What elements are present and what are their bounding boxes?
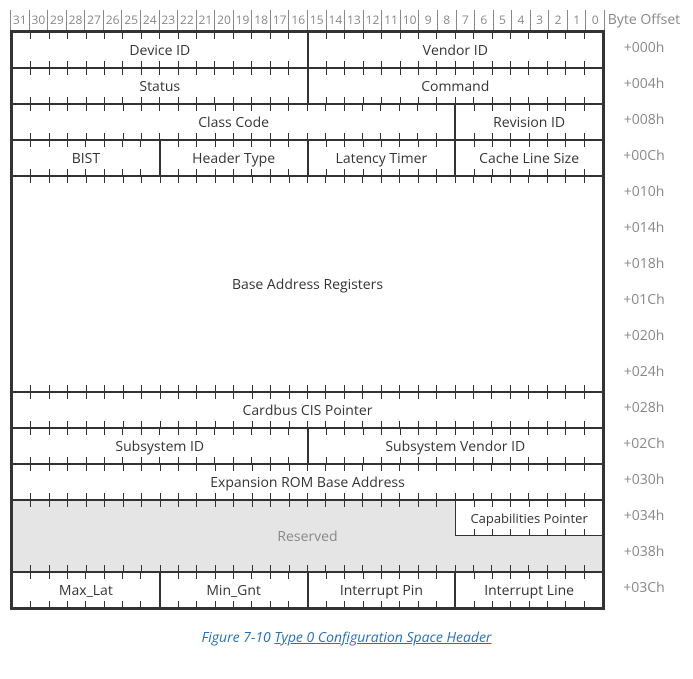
figure-wrap: 3130292827262524232221201918171615141312… <box>10 10 683 647</box>
register-field: Vendor ID <box>308 32 604 68</box>
bit-index: 17 <box>270 10 289 30</box>
bit-index: 9 <box>418 10 437 30</box>
register-row: Cardbus CIS Pointer <box>12 392 603 428</box>
bit-index: 19 <box>233 10 252 30</box>
offset-label: +038h <box>605 534 683 570</box>
register-row: Expansion ROM Base Address <box>12 464 603 500</box>
offset-label: +008h <box>605 102 683 138</box>
bit-index: 11 <box>381 10 400 30</box>
offset-column: Byte Offset +000h+004h+008h+00Ch+010h+01… <box>605 10 683 610</box>
bit-index: 26 <box>103 10 122 30</box>
bit-index: 24 <box>140 10 159 30</box>
offset-label: +034h <box>605 498 683 534</box>
register-field: Max_Lat <box>12 572 160 608</box>
bit-header-row: 3130292827262524232221201918171615141312… <box>10 10 605 30</box>
bit-index: 18 <box>251 10 270 30</box>
bit-index: 16 <box>288 10 307 30</box>
register-field: Latency Timer <box>308 140 456 176</box>
offset-label: +030h <box>605 462 683 498</box>
bit-index: 13 <box>344 10 363 30</box>
bit-index: 30 <box>29 10 48 30</box>
bit-index: 22 <box>177 10 196 30</box>
register-row: Device IDVendor ID <box>12 32 603 68</box>
bit-index: 6 <box>474 10 493 30</box>
bit-index: 1 <box>567 10 586 30</box>
offset-label: +03Ch <box>605 570 683 606</box>
register-field: Interrupt Pin <box>308 572 456 608</box>
bit-index: 4 <box>511 10 530 30</box>
bit-index: 8 <box>437 10 456 30</box>
caption-prefix: Figure 7-10 <box>202 628 275 647</box>
offset-label: +024h <box>605 354 683 390</box>
register-row: Max_LatMin_GntInterrupt PinInterrupt Lin… <box>12 572 603 608</box>
bit-index: 3 <box>530 10 549 30</box>
grid-area: 3130292827262524232221201918171615141312… <box>10 10 683 610</box>
register-field: BIST <box>12 140 160 176</box>
register-field: Revision ID <box>455 104 603 140</box>
offset-label: +000h <box>605 30 683 66</box>
register-field: Status <box>12 68 308 104</box>
bit-index: 21 <box>196 10 215 30</box>
register-field: Base Address Registers <box>12 176 603 392</box>
bit-index: 27 <box>84 10 103 30</box>
register-row: StatusCommand <box>12 68 603 104</box>
bit-index: 2 <box>548 10 567 30</box>
bit-index: 29 <box>47 10 66 30</box>
register-field: Header Type <box>160 140 308 176</box>
bit-index: 15 <box>307 10 326 30</box>
bit-index: 14 <box>326 10 345 30</box>
offset-label: +02Ch <box>605 426 683 462</box>
register-row: Class CodeRevision ID <box>12 104 603 140</box>
register-row: Base Address Registers <box>12 176 603 392</box>
bit-index: 31 <box>10 10 29 30</box>
register-field: Cache Line Size <box>455 140 603 176</box>
register-field: Min_Gnt <box>160 572 308 608</box>
register-field: Command <box>308 68 604 104</box>
offset-label: +020h <box>605 318 683 354</box>
register-field: Interrupt Line <box>455 572 603 608</box>
capabilities-pointer-field: Capabilities Pointer <box>455 500 603 536</box>
caption-link[interactable]: Type 0 Configuration Space Header <box>274 628 491 647</box>
main-column: 3130292827262524232221201918171615141312… <box>10 10 605 610</box>
register-field: Expansion ROM Base Address <box>12 464 603 500</box>
bit-index: 7 <box>456 10 475 30</box>
offset-label: +01Ch <box>605 282 683 318</box>
bit-index: 0 <box>585 10 605 30</box>
bit-index: 23 <box>159 10 178 30</box>
offset-label: +018h <box>605 246 683 282</box>
register-field: Subsystem ID <box>12 428 308 464</box>
figure-caption: Figure 7-10 Type 0 Configuration Space H… <box>10 628 683 647</box>
offset-label: +00Ch <box>605 138 683 174</box>
register-row: Subsystem IDSubsystem Vendor ID <box>12 428 603 464</box>
register-field: Device ID <box>12 32 308 68</box>
register-field: Subsystem Vendor ID <box>308 428 604 464</box>
bit-index: 5 <box>493 10 512 30</box>
register-row: BISTHeader TypeLatency TimerCache Line S… <box>12 140 603 176</box>
bit-index: 28 <box>66 10 85 30</box>
offset-label: +014h <box>605 210 683 246</box>
byte-offset-label: Byte Offset <box>605 10 683 30</box>
reserved-cap-row: ReservedCapabilities Pointer <box>12 500 603 572</box>
bit-index: 25 <box>121 10 140 30</box>
register-diagram: Device IDVendor IDStatusCommandClass Cod… <box>10 30 605 610</box>
register-field: Class Code <box>12 104 455 140</box>
bit-index: 10 <box>400 10 419 30</box>
offset-label: +010h <box>605 174 683 210</box>
register-field: Cardbus CIS Pointer <box>12 392 603 428</box>
bit-index: 20 <box>214 10 233 30</box>
bit-index: 12 <box>363 10 382 30</box>
offset-label: +028h <box>605 390 683 426</box>
offset-label: +004h <box>605 66 683 102</box>
